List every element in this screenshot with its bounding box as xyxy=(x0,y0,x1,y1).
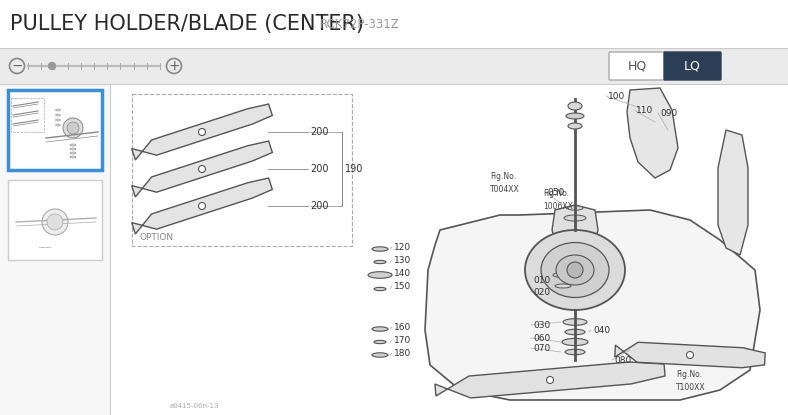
Circle shape xyxy=(199,203,206,210)
Text: 150: 150 xyxy=(394,281,411,290)
Circle shape xyxy=(49,63,55,69)
Ellipse shape xyxy=(70,156,76,158)
Text: 090: 090 xyxy=(660,108,677,117)
Text: LQ: LQ xyxy=(683,59,701,73)
FancyBboxPatch shape xyxy=(609,52,666,80)
Ellipse shape xyxy=(70,144,76,146)
Text: 170: 170 xyxy=(394,335,411,344)
Text: 020: 020 xyxy=(533,288,550,296)
Circle shape xyxy=(47,214,63,230)
Text: 160: 160 xyxy=(394,322,411,332)
Polygon shape xyxy=(718,130,748,255)
Ellipse shape xyxy=(70,152,76,154)
Bar xyxy=(8,90,102,170)
Circle shape xyxy=(567,262,583,278)
Ellipse shape xyxy=(55,109,61,111)
Polygon shape xyxy=(627,88,678,178)
Text: 190: 190 xyxy=(345,164,363,174)
Polygon shape xyxy=(552,205,598,240)
Text: HQ: HQ xyxy=(627,59,647,73)
Circle shape xyxy=(547,376,553,383)
Ellipse shape xyxy=(566,113,584,119)
Ellipse shape xyxy=(374,260,386,264)
Ellipse shape xyxy=(565,349,585,355)
Ellipse shape xyxy=(374,340,386,344)
Ellipse shape xyxy=(55,124,61,126)
Text: 140: 140 xyxy=(394,269,411,278)
Text: +: + xyxy=(168,59,180,73)
Ellipse shape xyxy=(368,272,392,278)
Ellipse shape xyxy=(568,102,582,110)
Text: 050: 050 xyxy=(547,188,564,196)
Bar xyxy=(132,94,352,246)
Text: PULLEY HOLDER/BLADE (CENTER): PULLEY HOLDER/BLADE (CENTER) xyxy=(10,14,364,34)
Ellipse shape xyxy=(567,206,583,210)
Text: Fig.No.
T100XX: Fig.No. T100XX xyxy=(676,370,705,391)
Ellipse shape xyxy=(562,338,588,346)
Text: 200: 200 xyxy=(310,201,329,211)
Ellipse shape xyxy=(55,119,61,121)
Circle shape xyxy=(199,129,206,136)
Ellipse shape xyxy=(70,148,76,150)
Text: Fig.No.
T004XX: Fig.No. T004XX xyxy=(490,172,520,193)
Circle shape xyxy=(63,118,83,138)
Ellipse shape xyxy=(372,327,388,331)
Bar xyxy=(0,48,788,84)
Polygon shape xyxy=(132,178,273,234)
Text: e0415-06n-13: e0415-06n-13 xyxy=(170,403,220,409)
Polygon shape xyxy=(615,342,765,368)
Text: 100: 100 xyxy=(608,91,625,100)
FancyBboxPatch shape xyxy=(664,52,721,80)
Bar xyxy=(110,84,788,415)
Bar xyxy=(0,84,110,415)
Ellipse shape xyxy=(564,215,586,221)
Ellipse shape xyxy=(55,114,61,116)
Ellipse shape xyxy=(555,284,571,288)
Circle shape xyxy=(67,122,79,134)
Text: 080: 080 xyxy=(614,356,631,364)
Ellipse shape xyxy=(525,230,625,310)
Ellipse shape xyxy=(374,287,386,290)
Bar xyxy=(11,98,44,132)
Text: Fig.No.
1006XX: Fig.No. 1006XX xyxy=(543,189,573,210)
Polygon shape xyxy=(425,210,760,400)
Text: −: − xyxy=(11,59,23,73)
Text: 120: 120 xyxy=(394,242,411,251)
Text: 070: 070 xyxy=(533,344,550,352)
Text: 180: 180 xyxy=(394,349,411,357)
Ellipse shape xyxy=(541,242,609,298)
Ellipse shape xyxy=(565,329,585,335)
Text: 060: 060 xyxy=(533,334,550,342)
Text: 200: 200 xyxy=(310,127,329,137)
Polygon shape xyxy=(132,104,273,160)
Ellipse shape xyxy=(553,273,573,278)
Polygon shape xyxy=(435,362,665,398)
Text: 030: 030 xyxy=(533,320,550,330)
Text: 040: 040 xyxy=(593,325,610,334)
Ellipse shape xyxy=(372,353,388,357)
Text: 110: 110 xyxy=(636,105,653,115)
Ellipse shape xyxy=(563,319,587,325)
Text: ────: ──── xyxy=(38,246,51,251)
Circle shape xyxy=(686,352,693,359)
Circle shape xyxy=(42,209,68,235)
Ellipse shape xyxy=(556,255,594,285)
Text: 010: 010 xyxy=(533,276,550,285)
Text: OPTION: OPTION xyxy=(140,233,174,242)
Text: 200: 200 xyxy=(310,164,329,174)
Bar xyxy=(0,0,788,48)
Text: 130: 130 xyxy=(394,256,411,264)
Text: RCK72P-331Z: RCK72P-331Z xyxy=(320,17,400,30)
Polygon shape xyxy=(132,141,273,197)
Circle shape xyxy=(199,166,206,173)
Ellipse shape xyxy=(568,123,582,129)
Bar xyxy=(8,180,102,260)
Ellipse shape xyxy=(372,247,388,251)
